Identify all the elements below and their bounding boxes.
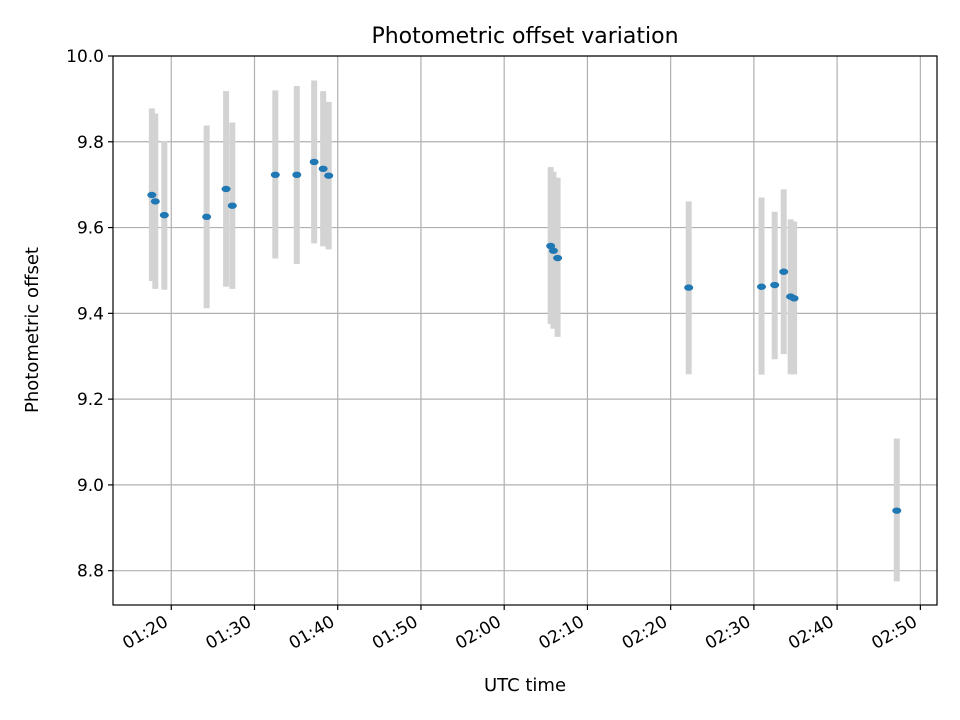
y-tick-label: 9.0 [77,476,104,496]
y-tick-label: 9.8 [77,133,104,153]
plot-frame [112,55,938,606]
data-point [292,171,302,179]
data-point [147,191,157,199]
data-point [684,284,694,291]
data-point [324,172,334,179]
data-point [892,507,902,514]
data-points [147,158,902,514]
grid [113,55,937,605]
data-point [318,165,328,173]
data-point [757,283,767,290]
data-point [789,295,799,302]
y-tick-label: 10.0 [66,47,104,67]
y-axis-label: Photometric offset [22,247,43,413]
data-point [553,254,563,262]
y-tick-label: 9.6 [77,219,104,239]
plot-area [113,56,937,605]
data-point [270,171,280,179]
x-axis-label: UTC time [484,675,566,696]
data-point [227,202,237,209]
y-tick-label: 8.8 [77,562,104,582]
y-tick-label: 9.2 [77,390,104,410]
data-point [150,198,160,205]
data-point [779,268,789,275]
data-point [221,185,231,193]
data-point [548,247,558,254]
y-tick-label: 9.4 [77,304,104,324]
data-point [309,158,319,166]
data-point [770,281,780,289]
data-point [159,211,169,219]
chart-title: Photometric offset variation [371,24,678,49]
data-point [202,213,212,221]
